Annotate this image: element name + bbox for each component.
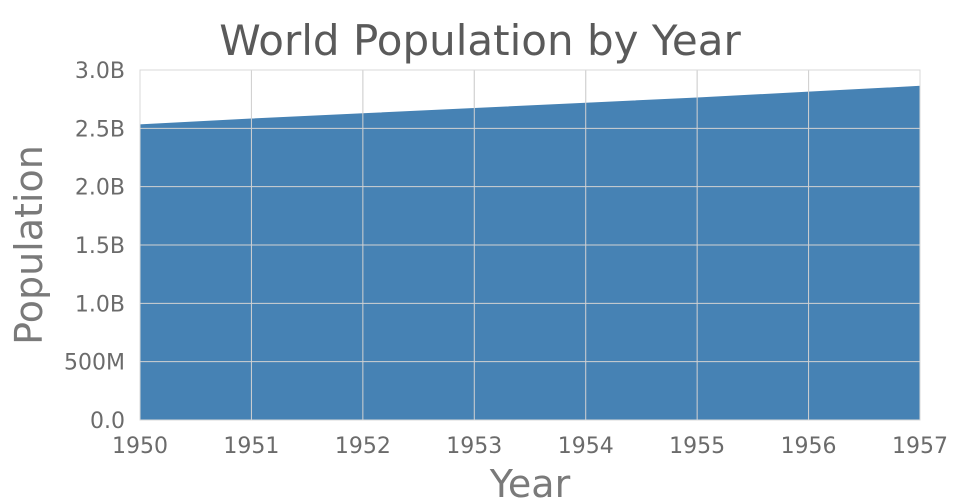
x-tick-label-2: 1952 — [335, 434, 391, 459]
y-tick-label-3: 1.5B — [75, 234, 125, 259]
x-tick-label-1: 1951 — [223, 434, 279, 459]
x-tick-label-5: 1955 — [669, 434, 725, 459]
chart-title: World Population by Year — [219, 16, 741, 65]
x-tick-label-6: 1956 — [781, 434, 837, 459]
x-tick-label-4: 1954 — [558, 434, 614, 459]
x-tick-layer: 1950 1951 1952 1953 1954 1955 1956 1957 — [112, 434, 948, 459]
y-tick-label-5: 2.5B — [75, 117, 125, 142]
y-tick-label-1: 500M — [64, 351, 125, 376]
x-tick-label-7: 1957 — [892, 434, 948, 459]
y-axis-label: Population — [7, 145, 51, 345]
x-tick-label-0: 1950 — [112, 434, 168, 459]
y-tick-layer: 0.0 500M 1.0B 1.5B 2.0B 2.5B 3.0B — [64, 59, 125, 434]
x-tick-label-3: 1953 — [446, 434, 502, 459]
area-layer — [139, 69, 921, 421]
plot-frame — [139, 69, 921, 421]
y-tick-label-2: 1.0B — [75, 292, 125, 317]
y-tick-label-4: 2.0B — [75, 176, 125, 201]
x-axis-label: Year — [489, 462, 571, 500]
population-area — [139, 85, 921, 421]
y-tick-label-6: 3.0B — [75, 59, 125, 84]
y-tick-label-0: 0.0 — [90, 409, 125, 434]
